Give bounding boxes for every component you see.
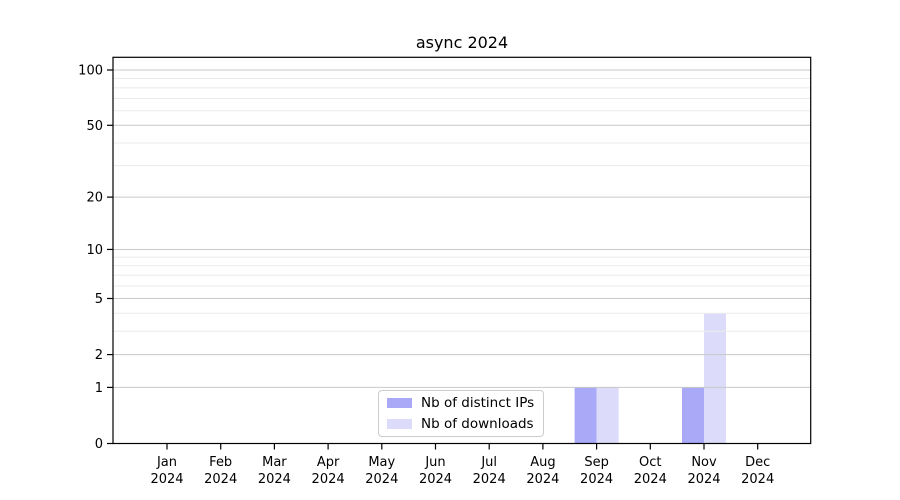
x-tick-label-month: Nov	[691, 455, 717, 470]
x-tick-label-year: 2024	[687, 472, 720, 487]
y-tick-label: 5	[95, 292, 103, 307]
x-tick-label-month: Feb	[209, 455, 232, 470]
x-tick-label-month: Sep	[584, 455, 609, 470]
legend: Nb of distinct IPs Nb of downloads	[378, 390, 544, 437]
bar-downloads	[596, 387, 619, 444]
legend-swatch-downloads	[387, 418, 412, 429]
legend-item-distinct-ips: Nb of distinct IPs	[387, 395, 535, 411]
legend-label-distinct-ips: Nb of distinct IPs	[421, 395, 535, 412]
x-tick-label-month: Dec	[745, 455, 770, 470]
x-tick-label-year: 2024	[312, 472, 345, 487]
legend-item-downloads: Nb of downloads	[387, 416, 535, 432]
x-tick-label-year: 2024	[634, 472, 667, 487]
x-tick-label-year: 2024	[150, 472, 183, 487]
x-tick-label-month: Jul	[480, 455, 497, 470]
x-tick-label-year: 2024	[741, 472, 774, 487]
x-tick-label-year: 2024	[204, 472, 237, 487]
x-tick-label-year: 2024	[258, 472, 291, 487]
y-tick-label: 1	[95, 381, 103, 396]
x-tick-label-month: Jan	[156, 455, 177, 470]
x-tick-label-month: Aug	[530, 455, 555, 470]
bar-distinct-ips	[574, 387, 597, 444]
y-tick-label: 20	[86, 191, 103, 206]
axes-spines	[112, 56, 812, 445]
y-tick-label: 0	[95, 437, 103, 452]
x-tick-label-year: 2024	[365, 472, 398, 487]
x-tick-label-month: Apr	[317, 455, 340, 470]
y-tick-label: 2	[95, 348, 103, 363]
x-tick-label-year: 2024	[526, 472, 559, 487]
x-tick-label-year: 2024	[580, 472, 613, 487]
x-tick-label-month: Mar	[262, 455, 287, 470]
chart-title: async 2024	[415, 33, 509, 52]
bar-downloads	[704, 313, 726, 444]
bar-distinct-ips	[682, 387, 704, 444]
x-tick-label-month: Jun	[424, 455, 445, 470]
y-tick-label: 100	[78, 64, 103, 79]
legend-label-downloads: Nb of downloads	[421, 415, 534, 432]
x-tick-label-month: May	[368, 455, 395, 470]
x-tick-label-month: Oct	[639, 455, 661, 470]
legend-swatch-distinct-ips	[387, 398, 412, 409]
y-tick-label: 10	[86, 243, 103, 258]
x-tick-label-year: 2024	[419, 472, 452, 487]
y-tick-label: 50	[86, 119, 103, 134]
x-tick-label-year: 2024	[473, 472, 506, 487]
